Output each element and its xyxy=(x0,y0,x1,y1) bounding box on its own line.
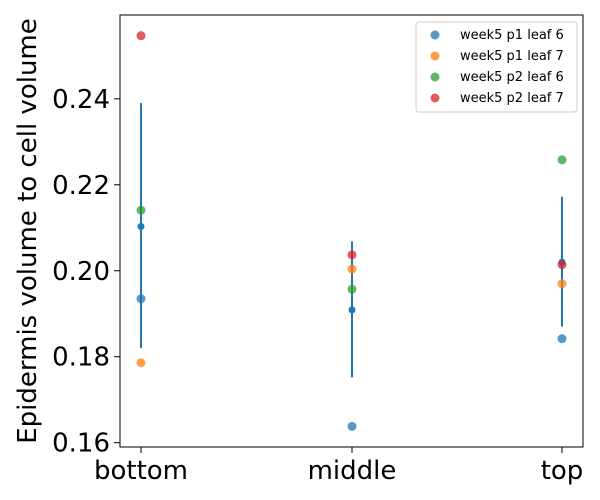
legend-label: week5 p2 leaf 6 xyxy=(460,70,564,85)
data-point-s3-bottom xyxy=(136,205,146,215)
data-point-s1-top xyxy=(557,334,567,344)
data-point-s4-bottom xyxy=(136,31,146,41)
data-point-s1-middle xyxy=(347,421,357,431)
data-point-s1-bottom xyxy=(136,294,146,304)
y-tick-label: 0.16 xyxy=(52,429,110,459)
legend-marker xyxy=(430,30,440,40)
data-point-s2-bottom xyxy=(136,358,146,368)
mean-point-middle xyxy=(348,306,356,314)
legend-marker xyxy=(430,51,440,61)
data-point-s4-top xyxy=(557,260,567,270)
legend-marker xyxy=(430,72,440,82)
y-tick-label: 0.20 xyxy=(52,257,110,287)
legend-label: week5 p1 leaf 7 xyxy=(460,49,564,64)
legend: week5 p1 leaf 6 week5 p1 leaf 7 week5 p2 l… xyxy=(415,21,578,113)
x-axis: bottom middle top xyxy=(94,447,583,486)
x-tick-label-top: top xyxy=(541,456,584,486)
legend-marker xyxy=(430,93,440,103)
data-point-s2-middle xyxy=(347,264,357,274)
x-tick-label-middle: middle xyxy=(308,456,397,486)
y-tick-label: 0.18 xyxy=(52,343,110,373)
error-bars xyxy=(140,103,563,378)
y-tick-label: 0.24 xyxy=(52,85,110,115)
x-tick-label-bottom: bottom xyxy=(94,456,188,486)
data-point-s4-middle xyxy=(347,250,357,260)
mean-point-bottom xyxy=(137,222,145,230)
legend-label: week5 p2 leaf 7 xyxy=(460,91,564,106)
data-point-s3-top xyxy=(557,155,567,165)
y-axis-label: Epidermis volume to cell volume xyxy=(13,18,43,444)
data-points xyxy=(136,31,567,431)
y-axis: 0.16 0.18 0.20 0.22 0.24 xyxy=(52,85,120,459)
legend-box xyxy=(415,21,578,113)
data-point-s2-top xyxy=(557,279,567,289)
data-point-s3-middle xyxy=(347,284,357,294)
y-tick-label: 0.22 xyxy=(52,171,110,201)
legend-label: week5 p1 leaf 6 xyxy=(460,28,564,43)
